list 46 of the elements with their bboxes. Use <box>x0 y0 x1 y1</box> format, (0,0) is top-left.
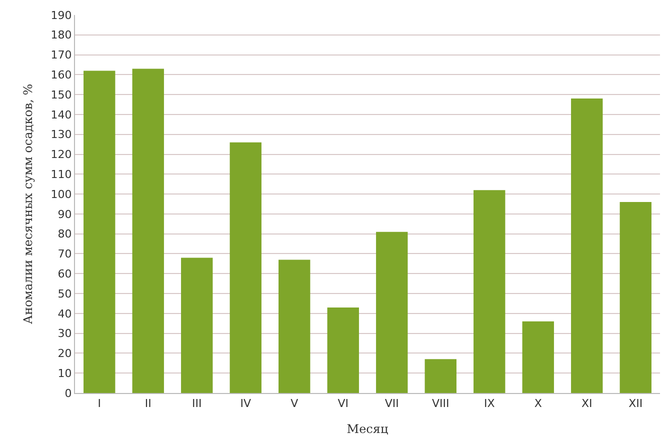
bar <box>84 70 116 393</box>
x-tick-label: I <box>98 397 102 410</box>
y-tick-label: 50 <box>58 287 72 300</box>
bar <box>181 258 213 393</box>
bar <box>230 142 262 393</box>
bar <box>424 359 456 393</box>
x-tick-label: V <box>290 397 299 410</box>
y-tick-label: 180 <box>50 28 72 42</box>
bar <box>620 202 652 393</box>
y-tick-label: 80 <box>58 228 72 241</box>
bar <box>522 321 554 393</box>
y-tick-label: 170 <box>50 48 72 62</box>
x-tick-label: VIII <box>432 397 450 410</box>
bar <box>376 232 408 393</box>
x-tick-label: VII <box>384 397 399 410</box>
y-tick-label: 140 <box>50 108 72 122</box>
y-tick-label: 120 <box>50 148 72 162</box>
y-tick-label: 40 <box>58 307 72 320</box>
bar <box>132 68 164 393</box>
y-tick-label: 190 <box>50 8 72 22</box>
y-tick-label: 90 <box>58 208 72 221</box>
y-tick-label: 150 <box>50 88 72 102</box>
bar <box>327 307 359 393</box>
bar <box>278 260 310 393</box>
y-axis-title: Аномалии месячных сумм осадков, % <box>21 84 36 324</box>
x-tick-label: XI <box>581 397 592 410</box>
y-tick-label: 0 <box>64 386 72 400</box>
bar <box>474 190 506 393</box>
x-tick-label: XII <box>628 397 643 410</box>
bar <box>571 98 603 393</box>
y-tick-label: 60 <box>58 267 72 280</box>
y-tick-label: 100 <box>50 188 72 201</box>
y-tick-label: 130 <box>50 128 72 142</box>
y-tick-label: 20 <box>58 347 72 360</box>
x-tick-label: VI <box>338 397 349 410</box>
x-tick-label: III <box>192 397 202 410</box>
y-tick-label: 30 <box>58 327 72 340</box>
x-axis-title: Месяц <box>346 422 388 436</box>
y-tick-label: 110 <box>50 168 72 182</box>
y-tick-label: 160 <box>50 68 72 82</box>
x-tick-label: IV <box>240 397 252 410</box>
y-tick-label: 70 <box>58 248 72 261</box>
x-tick-label: IX <box>484 397 496 410</box>
y-tick-label: 10 <box>58 366 72 380</box>
x-tick-label: X <box>534 397 542 410</box>
x-tick-label: II <box>144 397 152 410</box>
